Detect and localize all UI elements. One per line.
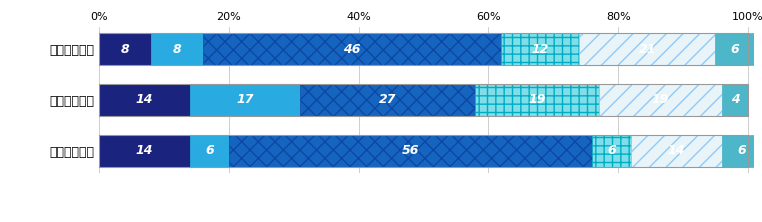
Bar	[722, 84, 748, 116]
Text: 6: 6	[737, 144, 746, 157]
Bar	[722, 135, 761, 166]
Bar	[631, 135, 722, 166]
Bar	[592, 135, 631, 166]
Bar	[300, 84, 475, 116]
Bar	[203, 33, 501, 65]
Text: 6: 6	[205, 144, 213, 157]
Bar	[190, 84, 300, 116]
Text: 4: 4	[731, 93, 739, 106]
Text: 6: 6	[607, 144, 616, 157]
Text: 19: 19	[528, 93, 546, 106]
Bar	[475, 84, 599, 116]
Bar	[579, 33, 716, 65]
Bar	[99, 135, 190, 166]
Bar	[229, 135, 592, 166]
Bar	[599, 84, 722, 116]
Text: 19: 19	[652, 93, 669, 106]
Text: 17: 17	[236, 93, 254, 106]
Text: 14: 14	[136, 93, 153, 106]
Bar	[151, 33, 203, 65]
Bar	[501, 33, 579, 65]
Text: 14: 14	[136, 144, 153, 157]
Bar	[99, 33, 151, 65]
Text: 8: 8	[172, 43, 181, 56]
Text: 46: 46	[344, 43, 361, 56]
Bar	[190, 135, 229, 166]
Text: 27: 27	[379, 93, 396, 106]
Text: 21: 21	[639, 43, 656, 56]
Text: 56: 56	[402, 144, 419, 157]
Text: 14: 14	[668, 144, 685, 157]
Text: 8: 8	[120, 43, 130, 56]
Text: 12: 12	[532, 43, 549, 56]
Text: 6: 6	[731, 43, 739, 56]
Bar	[716, 33, 754, 65]
Bar	[99, 84, 190, 116]
